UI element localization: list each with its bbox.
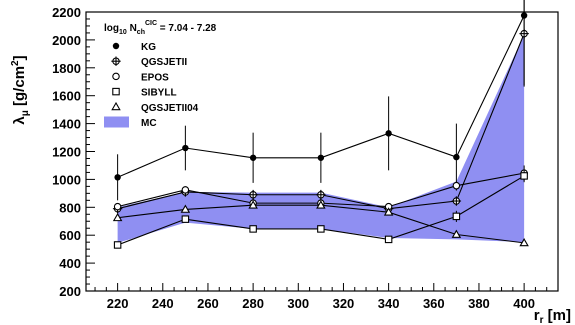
- point-qgsjetii04: [316, 200, 326, 209]
- point-sibyll: [317, 225, 325, 233]
- y-axis-label-sub: μ: [20, 110, 31, 116]
- x-tick-label: 320: [333, 296, 355, 311]
- y-tick-label: 2200: [52, 5, 81, 20]
- point-qgsjetii: [451, 196, 462, 206]
- point-qgsjetii04: [248, 200, 258, 209]
- legend-title: log10 NchCIC = 7.04 - 7.28: [104, 20, 217, 36]
- legend-label-epos: EPOS: [141, 72, 169, 83]
- axis-layer: 220 240 260 280 300 320 340 360 380 400 200 400 600 8…: [52, 5, 559, 311]
- legend-marker-epos: [112, 72, 120, 81]
- legend-label-kg: KG: [141, 42, 156, 53]
- legend-marker-sibyll: [112, 87, 120, 96]
- legend-entry-qgsjetii: QGSJETII: [111, 56, 187, 68]
- x-tick-label: 400: [513, 296, 535, 311]
- point-sibyll: [249, 225, 257, 233]
- legend-title-part: ch: [137, 29, 145, 36]
- legend-label-qgsjetii04: QGSJETII04: [141, 103, 199, 114]
- y-tick-label: 400: [59, 256, 81, 271]
- legend-entry-sibyll: SIBYLL: [112, 87, 177, 99]
- series-sibyll: [113, 169, 528, 249]
- legend-title-part: log: [104, 23, 119, 34]
- point-kg: [114, 174, 121, 181]
- y-axis-label-close: ]: [11, 55, 28, 60]
- legend-title-part: = 7.04 - 7.28: [157, 23, 217, 34]
- point-epos: [113, 202, 122, 211]
- point-qgsjetii04: [519, 237, 529, 247]
- y-axis-label-sup: 2: [10, 60, 21, 66]
- legend-title-part: CIC: [145, 20, 157, 27]
- legend-entry-epos: EPOS: [112, 72, 169, 83]
- legend-entry-qgsjetii04: QGSJETII04: [111, 101, 199, 114]
- point-qgsjetii04: [451, 229, 462, 238]
- legend-marker-kg: [112, 42, 120, 50]
- x-axis-label-unit: [m]: [544, 307, 572, 324]
- x-tick-label: 240: [152, 296, 174, 311]
- legend-label-qgsjetii: QGSJETII: [141, 57, 187, 68]
- point-kg: [317, 154, 325, 161]
- point-sibyll: [113, 241, 122, 249]
- x-axis-label-main: r: [534, 307, 540, 324]
- legend-marker-qgsjetii: [111, 56, 121, 66]
- y-tick-label: 1200: [52, 145, 81, 160]
- x-tick-label: 340: [378, 296, 400, 311]
- x-tick-label: 380: [468, 296, 490, 311]
- legend-entry-mc: MC: [104, 116, 157, 129]
- x-tick-label: 300: [287, 296, 309, 311]
- legend-title-part: N: [127, 23, 137, 34]
- x-tick-label: 360: [423, 296, 445, 311]
- series-qgsjetii04: [112, 200, 529, 247]
- point-qgsjetii04: [383, 207, 394, 216]
- point-kg: [453, 153, 460, 161]
- y-axis-label-main: λ: [11, 116, 28, 125]
- point-qgsjetii: [248, 190, 258, 200]
- legend-marker-qgsjetii04: [111, 101, 121, 111]
- legend-label-sibyll: SIBYLL: [141, 88, 177, 99]
- x-axis-label-sub: r: [540, 315, 544, 325]
- legend-swatch-mc: [104, 116, 129, 128]
- point-sibyll: [384, 235, 393, 244]
- point-qgsjetii: [519, 28, 529, 39]
- legend-title-part: 10: [119, 29, 127, 36]
- y-tick-label: 1000: [52, 172, 81, 187]
- x-tick-label: 280: [242, 296, 264, 311]
- point-qgsjetii04: [180, 204, 191, 213]
- point-epos: [452, 181, 461, 190]
- point-sibyll: [520, 172, 528, 180]
- point-kg: [249, 154, 257, 161]
- point-kg: [385, 130, 392, 137]
- legend: log10 NchCIC = 7.04 - 7.28KGQGSJETIIEPOS…: [104, 20, 217, 129]
- legend-label-mc: MC: [141, 118, 157, 129]
- y-axis-label: λμ [g/cm2]: [10, 55, 31, 124]
- point-qgsjetii04: [112, 212, 123, 222]
- y-tick-label: 200: [59, 284, 81, 299]
- x-tick-label: 260: [197, 296, 219, 311]
- x-tick-label: 220: [107, 296, 129, 311]
- y-tick-label: 1800: [52, 61, 81, 76]
- point-sibyll: [181, 215, 190, 223]
- point-epos: [181, 186, 190, 194]
- point-kg: [182, 144, 189, 152]
- y-tick-label: 1400: [52, 117, 81, 132]
- series-layer: [112, 0, 529, 249]
- point-qgsjetii: [316, 190, 326, 200]
- y-tick-label: 2000: [52, 33, 81, 48]
- x-axis-label: rr [m]: [534, 307, 571, 325]
- y-tick-label: 600: [59, 228, 81, 243]
- legend-entry-kg: KG: [112, 42, 156, 53]
- y-tick-label: 1600: [52, 89, 81, 104]
- y-tick-label: 800: [59, 200, 81, 215]
- point-sibyll: [452, 212, 461, 221]
- y-axis-label-unit: [g/cm: [11, 66, 28, 110]
